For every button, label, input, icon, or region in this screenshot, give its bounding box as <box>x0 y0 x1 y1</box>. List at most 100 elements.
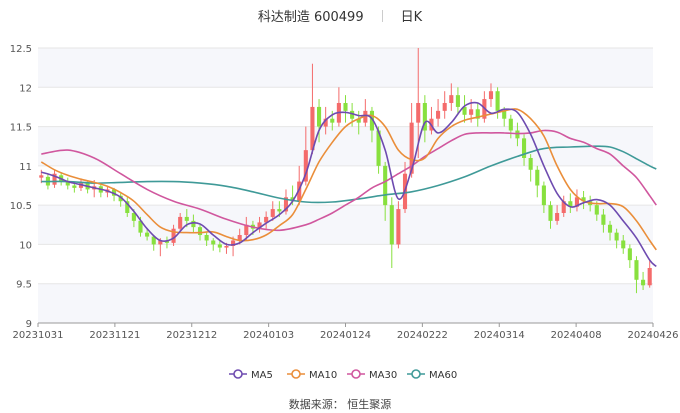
candle-body <box>561 201 566 213</box>
candle-body <box>204 235 209 241</box>
legend-label: MA60 <box>429 370 457 381</box>
candle-body <box>647 268 652 286</box>
candle-up <box>555 205 560 225</box>
candle-up <box>561 195 566 217</box>
candle-body <box>257 222 262 229</box>
candle-down <box>217 240 222 253</box>
candle-body <box>634 260 639 280</box>
candle-body <box>502 110 507 119</box>
legend-marker <box>233 369 243 379</box>
candle-down <box>568 193 573 213</box>
candle-up <box>264 211 269 229</box>
candle-body <box>151 236 156 245</box>
candle-down <box>211 238 216 251</box>
candle-up <box>297 165 302 206</box>
candle-body <box>416 103 421 123</box>
candle-body <box>191 220 196 228</box>
period-label: 日K <box>400 10 423 25</box>
x-tick-label: 20231031 <box>13 330 64 341</box>
candle-down <box>621 235 626 254</box>
candle-body <box>555 213 560 221</box>
x-tick-label: 20240103 <box>243 330 294 341</box>
legend-item-ma30[interactable]: MA30 <box>347 369 397 381</box>
candle-body <box>310 106 315 151</box>
candle-body <box>237 235 242 241</box>
candle-down <box>125 197 130 217</box>
x-tick-label: 20231121 <box>89 330 140 341</box>
candle-down <box>521 134 527 166</box>
candle-body <box>52 173 57 185</box>
x-tick-label: 20240314 <box>474 330 525 341</box>
candle-body <box>131 213 136 221</box>
x-tick-label: 20240222 <box>397 330 448 341</box>
candle-up <box>647 260 652 288</box>
candle-down <box>495 87 500 119</box>
candle-down <box>508 114 513 139</box>
candle-body <box>621 240 626 249</box>
legend-item-ma60[interactable]: MA60 <box>407 369 457 381</box>
candle-up <box>171 224 176 246</box>
candle-up <box>178 213 183 233</box>
candle-down <box>548 201 553 229</box>
candle-body <box>184 216 189 221</box>
candle-body <box>462 106 467 115</box>
candle-down <box>627 244 632 268</box>
candles <box>39 48 652 294</box>
candle-body <box>548 205 553 221</box>
candle-body <box>627 248 632 261</box>
candle-down <box>594 201 599 221</box>
candle-body <box>436 110 441 119</box>
ma10-line <box>40 108 657 251</box>
stock-name-code: 科达制造 600499 <box>257 10 364 25</box>
x-tick-label: 20240124 <box>320 330 371 341</box>
candle-body <box>396 209 401 245</box>
candle-body <box>641 279 646 286</box>
legend[interactable]: MA5 MA10 MA30 MA60 <box>229 369 457 381</box>
candle-body <box>409 122 414 174</box>
candle-body <box>528 158 533 170</box>
candle-body <box>283 197 289 212</box>
legend-marker <box>351 369 361 379</box>
header-divider <box>381 10 383 22</box>
candle-body <box>475 109 480 119</box>
candle-body <box>594 205 599 215</box>
y-tick-label: 12.5 <box>10 44 32 55</box>
candle-body <box>111 189 117 196</box>
candle-body <box>270 209 275 217</box>
candle-body <box>442 103 447 111</box>
legend-marker <box>291 369 301 379</box>
candle-body <box>125 201 130 213</box>
candle-body <box>581 197 586 202</box>
y-tick-label: 10.5 <box>10 201 32 212</box>
ma5-line <box>41 101 657 268</box>
candle-up <box>336 87 341 127</box>
candle-down <box>601 209 606 233</box>
candle-down <box>383 161 388 221</box>
candle-body <box>171 228 176 243</box>
plot-band <box>38 283 653 323</box>
candle-body <box>449 95 454 103</box>
candle-body <box>521 138 527 158</box>
candle-body <box>508 118 513 131</box>
candle-body <box>376 130 381 166</box>
candle-down <box>316 99 322 143</box>
candle-body <box>515 130 520 139</box>
candle-down <box>422 95 427 143</box>
candle-down <box>111 187 117 202</box>
candle-body <box>455 95 460 107</box>
x-axis: 20231031 20231121 20231212 20240103 20240124… <box>13 322 678 341</box>
y-tick-label: 9.5 <box>16 280 32 291</box>
legend-item-ma10[interactable]: MA10 <box>287 369 337 381</box>
candle-body <box>369 110 375 131</box>
legend-label: MA30 <box>369 370 397 381</box>
candle-body <box>211 240 216 245</box>
y-tick-label: 11.5 <box>10 123 32 134</box>
candle-body <box>72 185 77 188</box>
candle-body <box>574 197 580 207</box>
candle-down <box>151 235 156 251</box>
candle-up <box>429 106 434 135</box>
candle-body <box>138 220 143 233</box>
candle-body <box>197 227 203 235</box>
legend-item-ma5[interactable]: MA5 <box>229 369 273 381</box>
candle-body <box>303 150 308 182</box>
